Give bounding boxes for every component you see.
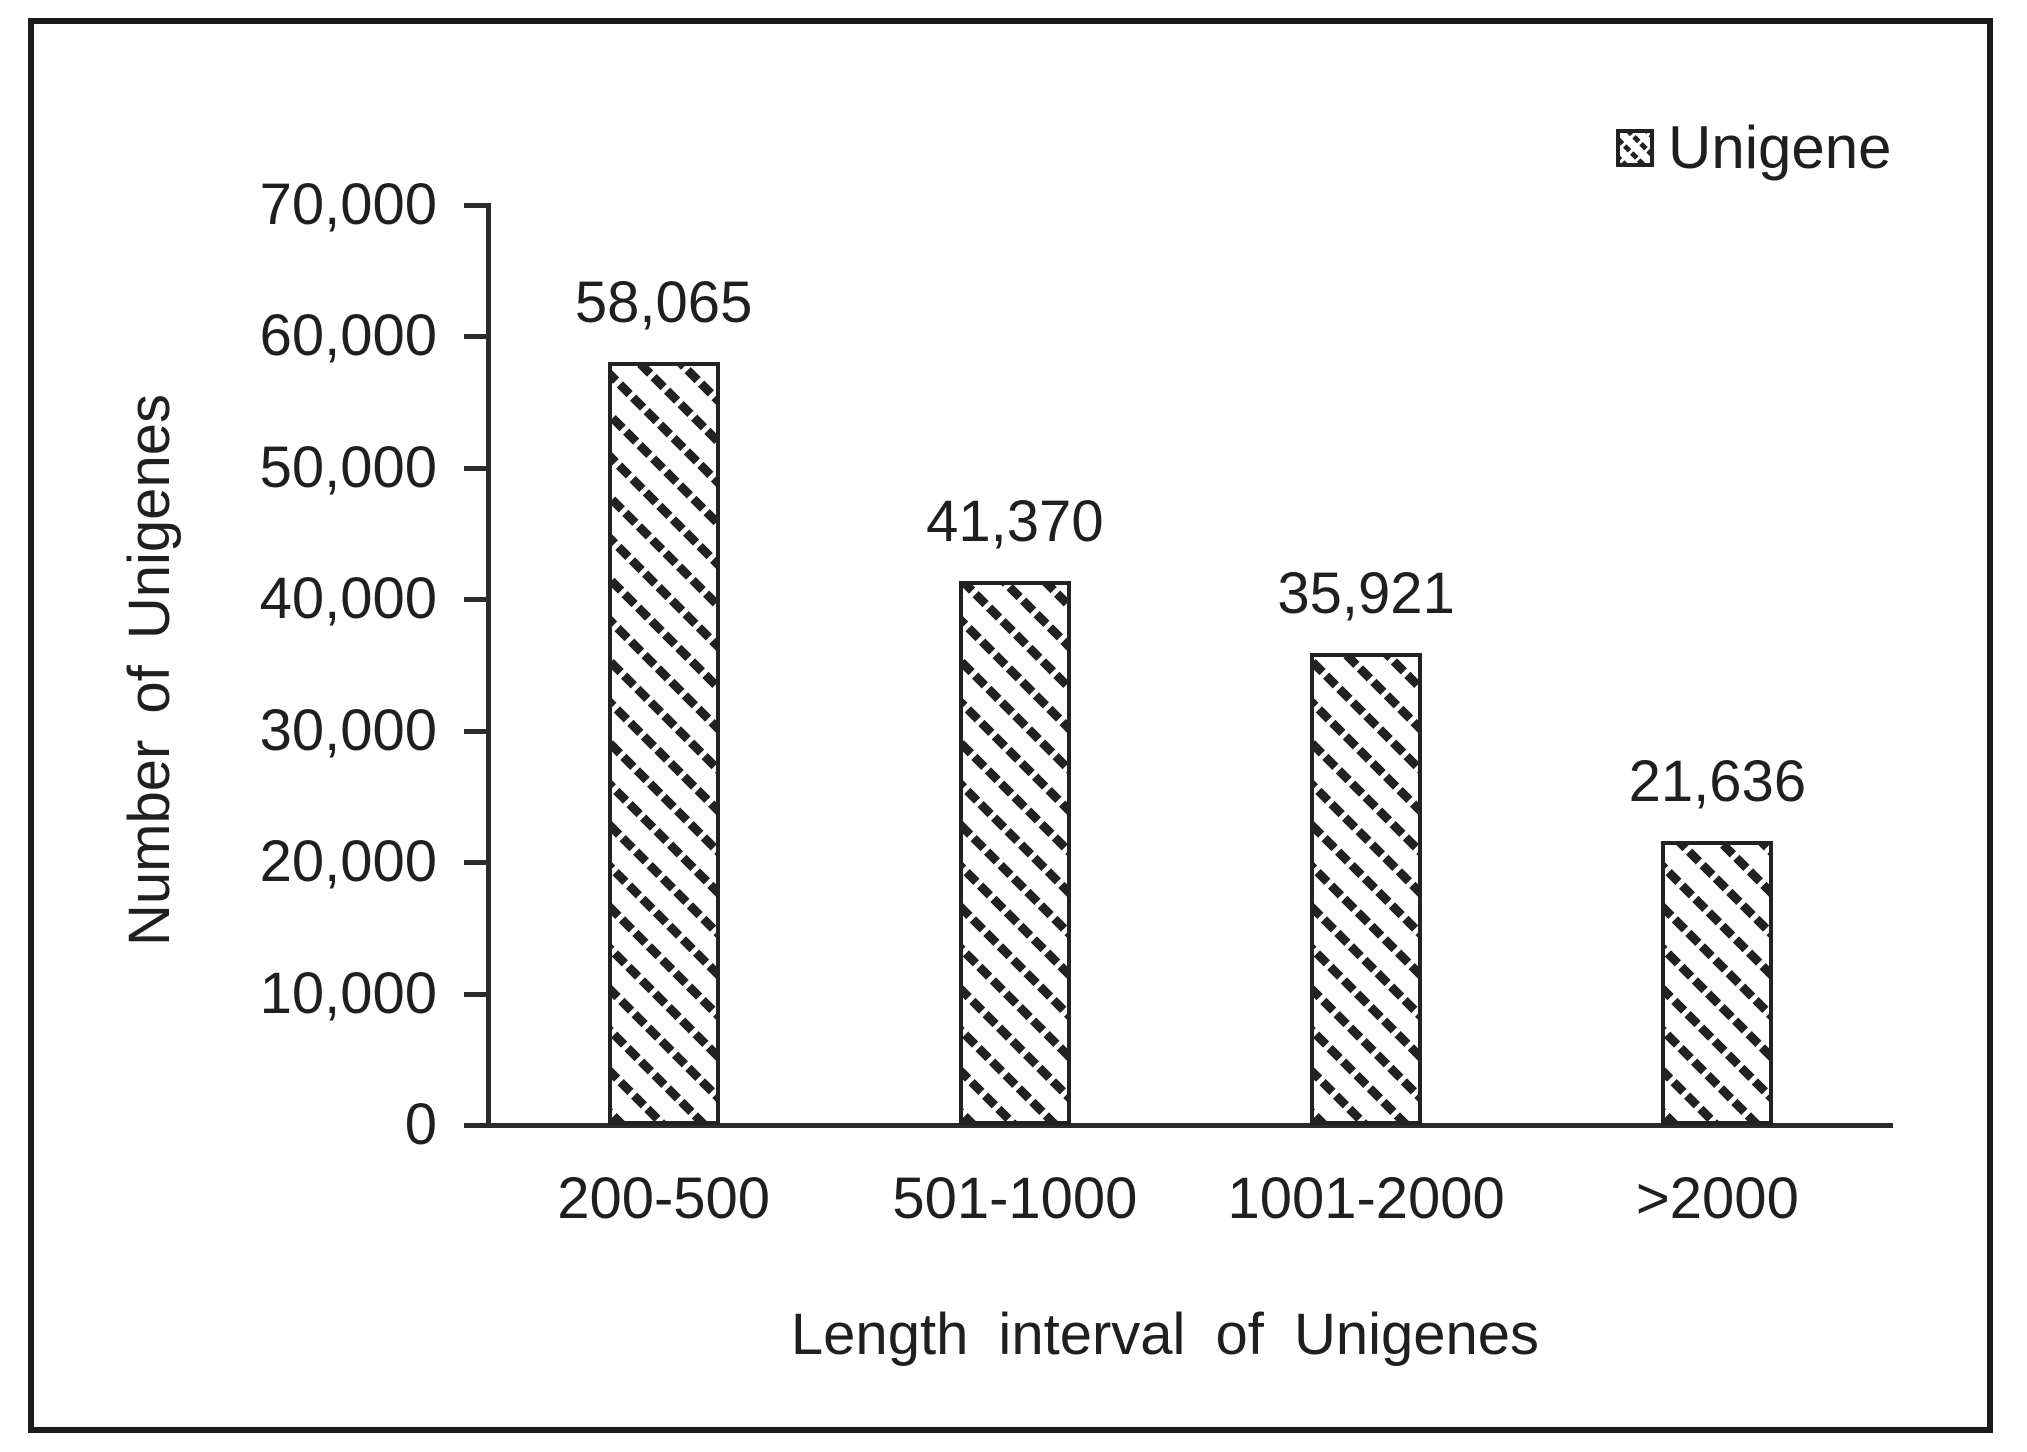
bar-1001-2000: [1310, 652, 1423, 1125]
bar-value-label: 58,065: [574, 269, 753, 335]
x-axis-line: [468, 1123, 1893, 1128]
hatched-swatch-icon: [1616, 129, 1654, 167]
x-category-label: 1001-2000: [1227, 1166, 1505, 1231]
x-category-label: >2000: [1635, 1166, 1799, 1231]
x-category-label: 501-1000: [892, 1166, 1138, 1231]
y-tick: [464, 203, 488, 208]
y-tick: [464, 1123, 488, 1128]
y-tick: [464, 991, 488, 997]
y-tick-label: 0: [404, 1092, 437, 1157]
bar-value-label: 21,636: [1628, 748, 1807, 814]
x-axis-title: Length interval of Unigenes: [790, 1302, 1540, 1367]
y-tick: [464, 728, 488, 734]
x-category-label: 200-500: [557, 1166, 771, 1231]
y-tick-label: 70,000: [259, 172, 437, 237]
y-axis-line: [486, 203, 491, 1125]
y-tick: [464, 597, 488, 603]
y-axis-title: Number of Unigenes: [117, 394, 182, 946]
y-tick-label: 10,000: [259, 960, 437, 1026]
y-tick-label: 30,000: [259, 697, 437, 763]
y-tick-label: 40,000: [259, 566, 437, 632]
bar-501-1000: [958, 581, 1071, 1125]
y-tick-label: 60,000: [259, 303, 437, 369]
y-tick-label: 20,000: [259, 829, 437, 895]
y-tick: [464, 465, 488, 471]
y-tick-label: 50,000: [259, 434, 437, 500]
legend: Unigene: [1616, 118, 1892, 178]
legend-label: Unigene: [1668, 114, 1892, 181]
bar->2000: [1661, 840, 1774, 1125]
bar-200-500: [607, 361, 720, 1125]
bar-value-label: 41,370: [926, 489, 1104, 555]
bar-value-label: 35,921: [1277, 560, 1455, 626]
y-tick: [464, 334, 488, 340]
y-tick: [464, 860, 488, 866]
